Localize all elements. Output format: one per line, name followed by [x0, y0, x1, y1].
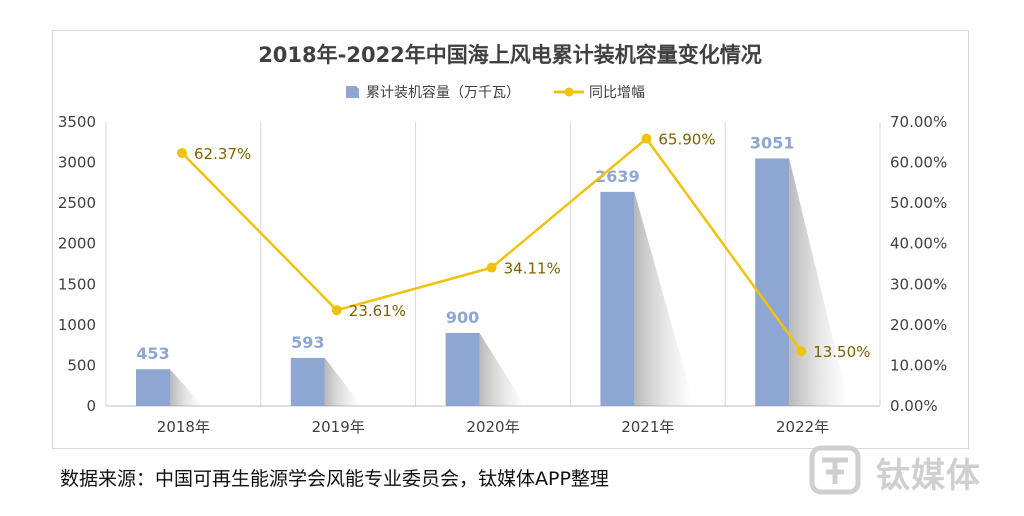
- chart-frame: [52, 30, 969, 449]
- x-tick-label: 2020年: [466, 418, 519, 436]
- y-right-tick-label: 70.00%: [890, 113, 947, 131]
- source-note: 数据来源：中国可再生能源学会风能专业委员会，钛媒体APP整理: [60, 468, 609, 490]
- line-series-growth: [181, 137, 803, 352]
- y-left-tick-label: 500: [67, 356, 96, 374]
- y-left-tick-label: 3000: [58, 154, 96, 172]
- bar-2022年: [755, 158, 790, 406]
- line-point: [641, 133, 652, 144]
- legend-line-marker: [564, 87, 574, 97]
- bar-shadow: [170, 369, 203, 406]
- line-point: [486, 262, 497, 273]
- line-data-label: 34.11%: [504, 260, 561, 278]
- bar-2019年: [290, 357, 325, 406]
- bar-2018年: [136, 369, 170, 406]
- bar-shadow: [324, 357, 362, 406]
- bar-data-label: 3051: [750, 133, 795, 152]
- x-tick-label: 2022年: [776, 418, 829, 436]
- y-left-tick-label: 1500: [58, 275, 96, 293]
- x-tick-label: 2021年: [621, 418, 674, 436]
- bar-2020年: [445, 332, 480, 406]
- y-right-tick-label: 0.00%: [890, 397, 938, 415]
- y-left-tick-label: 2000: [58, 235, 96, 253]
- line-data-label: 65.90%: [658, 131, 715, 149]
- line-point: [177, 147, 187, 158]
- bar-shadow: [634, 191, 695, 406]
- y-right-tick-label: 30.00%: [890, 275, 947, 293]
- y-left-tick-label: 1000: [58, 316, 96, 334]
- legend-line-label: 同比增幅: [589, 85, 645, 101]
- line-point: [331, 305, 342, 316]
- line-point: [796, 346, 807, 357]
- line-data-label: 23.61%: [349, 302, 406, 320]
- y-right-tick-label: 50.00%: [890, 194, 947, 212]
- bar-data-label: 453: [136, 344, 169, 363]
- chart-title: 2018年-2022年中国海上风电累计装机容量变化情况: [258, 43, 762, 67]
- line-data-label: 13.50%: [813, 343, 870, 361]
- watermark-logo: 钛媒体: [808, 442, 1008, 498]
- legend-bar-swatch: [346, 86, 359, 98]
- y-right-tick-label: 20.00%: [890, 316, 947, 334]
- legend-bar-label: 累计装机容量（万千瓦）: [366, 84, 520, 101]
- y-left-tick-label: 0: [86, 397, 96, 415]
- y-right-tick-label: 10.00%: [890, 356, 947, 374]
- x-tick-label: 2018年: [157, 418, 210, 436]
- bar-shadow: [479, 332, 526, 406]
- bar-data-label: 593: [291, 333, 324, 352]
- y-right-tick-label: 40.00%: [890, 235, 947, 253]
- bar-shadow: [789, 158, 850, 406]
- y-right-tick-label: 60.00%: [890, 154, 947, 172]
- watermark-text: 钛媒体: [876, 456, 981, 496]
- x-tick-label: 2019年: [312, 418, 365, 436]
- bar-data-label: 900: [446, 308, 479, 327]
- bar-2021年: [600, 191, 635, 406]
- y-left-tick-label: 3500: [58, 113, 96, 131]
- y-left-tick-label: 2500: [58, 194, 96, 212]
- line-data-label: 62.37%: [194, 145, 251, 163]
- watermark-icon: [809, 445, 861, 495]
